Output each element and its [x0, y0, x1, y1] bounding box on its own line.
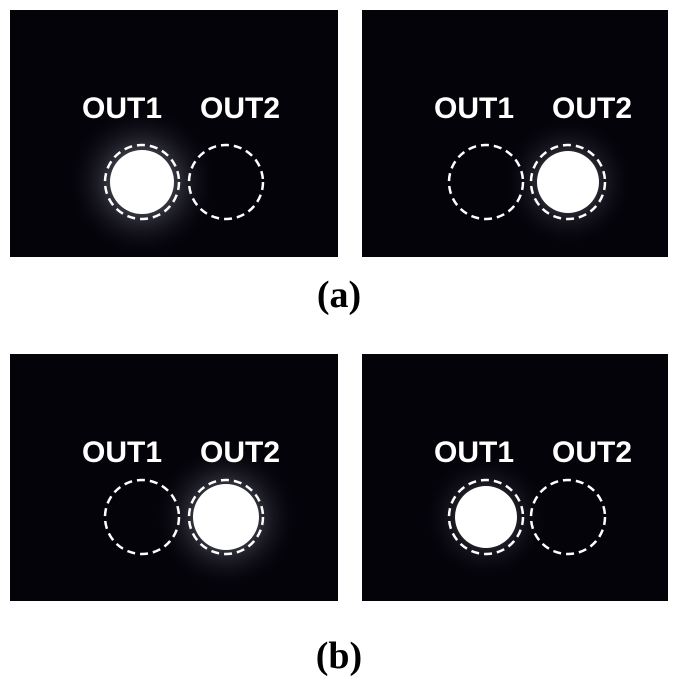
panel-a-right: OUT1 OUT2: [362, 10, 668, 257]
panel-b-left-image: [103, 445, 298, 589]
out2-label: OUT2: [552, 436, 633, 469]
out1-label: OUT1: [434, 92, 515, 125]
out1-dashed-circle: [447, 143, 525, 221]
out2-dashed-circle: [529, 143, 607, 221]
out2-dashed-circle: [187, 143, 265, 221]
panel-a-left-image: [67, 107, 265, 257]
bright-spot: [537, 151, 599, 213]
caption-b: (b): [315, 635, 363, 677]
bright-spot: [193, 484, 259, 550]
bright-spot: [110, 150, 174, 214]
out1-label: OUT1: [434, 436, 515, 469]
panel-b-right: OUT1 OUT2: [362, 354, 668, 601]
panel-a-left: OUT1 OUT2: [10, 10, 338, 257]
out2-label: OUT2: [552, 92, 633, 125]
out1-label: OUT1: [82, 92, 163, 125]
panel-b-left: OUT1 OUT2: [10, 354, 338, 601]
caption-a: (a): [316, 274, 362, 316]
out1-label: OUT1: [82, 436, 163, 469]
out2-dashed-circle: [187, 478, 265, 556]
panel-a-right-image: [447, 117, 633, 247]
out2-dashed-circle: [529, 478, 607, 556]
out2-label: OUT2: [200, 92, 281, 125]
out1-dashed-circle: [103, 478, 181, 556]
panel-b-right-image: [424, 455, 607, 579]
out2-label: OUT2: [200, 436, 281, 469]
out1-dashed-circle: [103, 143, 181, 221]
bright-spot: [455, 486, 517, 548]
out1-dashed-circle: [447, 478, 525, 556]
